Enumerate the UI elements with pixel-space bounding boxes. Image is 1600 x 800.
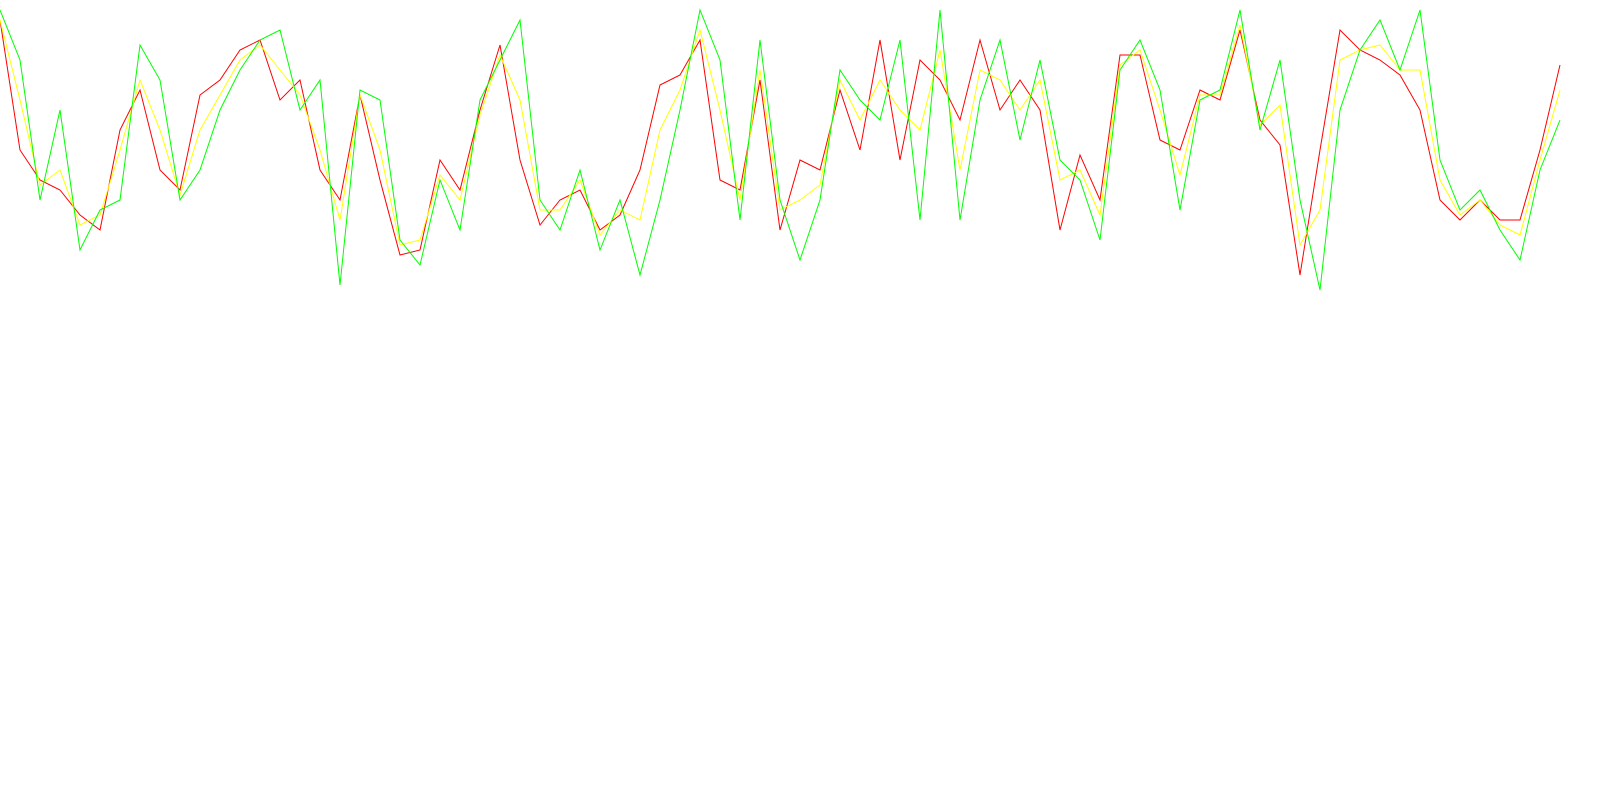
line-series (0, 19, 1561, 247)
line-series (0, 8, 1561, 291)
